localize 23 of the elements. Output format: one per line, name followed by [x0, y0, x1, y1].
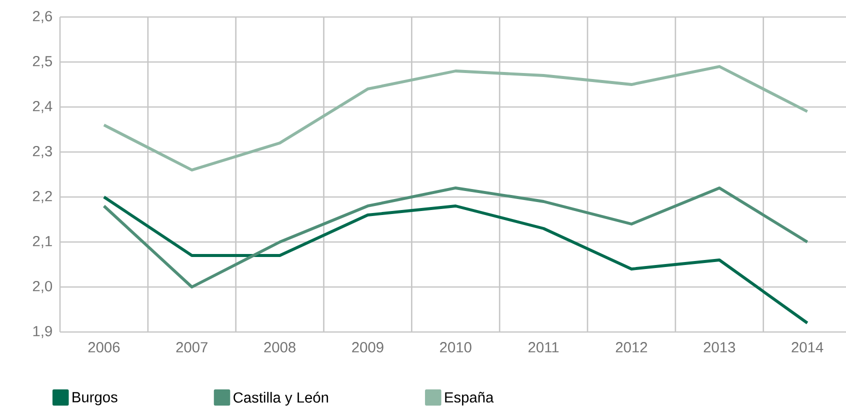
legend-label: España [445, 392, 494, 406]
line-series [102, 65, 809, 172]
x-tick-label: 2008 [264, 342, 296, 352]
x-tick-label: 2013 [704, 342, 736, 352]
y-tick-label: 2,3 [32, 146, 52, 158]
legend-label: Castilla y León [234, 392, 328, 406]
x-tick-label: 2014 [792, 342, 824, 352]
x-tick-label: 2007 [176, 342, 208, 352]
x-tick-label: 2009 [352, 342, 384, 352]
y-tick-label: 2,4 [32, 100, 52, 114]
x-tick-label: 2010 [440, 342, 472, 352]
y-tick-label: 2,2 [32, 190, 52, 204]
line-series [102, 186, 809, 288]
x-tick-label: 2012 [616, 342, 648, 352]
line-series [102, 196, 809, 324]
x-tick-label: 2011 [528, 342, 559, 352]
y-tick-label: 2,0 [32, 280, 52, 294]
x-tick-label: 2006 [88, 342, 120, 352]
y-tick-label: 1,9 [33, 326, 52, 338]
y-tick-label: 2,6 [32, 10, 52, 24]
y-tick-label: 2,1 [32, 236, 52, 248]
y-tick-label: 2,5 [32, 56, 52, 68]
legend-label: Burgos [72, 392, 118, 406]
